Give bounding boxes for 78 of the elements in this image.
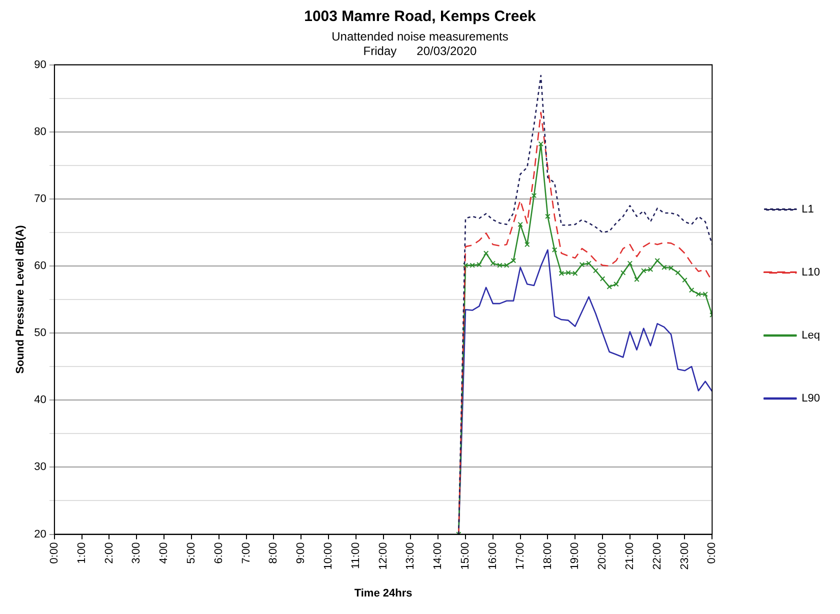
x-tick-label: 12:00 xyxy=(377,542,390,570)
x-tick-label: 16:00 xyxy=(486,542,499,570)
x-tick-label: 7:00 xyxy=(240,542,252,564)
x-tick-label: 21:00 xyxy=(624,542,636,570)
point xyxy=(586,260,592,266)
point xyxy=(579,262,585,268)
point xyxy=(682,277,688,283)
x-axis-title: Time 24hrs xyxy=(354,587,412,600)
x-tick-label: 6:00 xyxy=(212,542,225,564)
legend-label: L1 xyxy=(802,204,814,216)
point xyxy=(545,214,550,219)
point xyxy=(641,268,646,274)
point xyxy=(497,262,502,268)
x-tick-label: 22:00 xyxy=(651,542,664,570)
y-tick-label: 60 xyxy=(34,260,46,272)
point xyxy=(483,250,489,256)
x-tick-label: 3:00 xyxy=(130,542,143,564)
point xyxy=(675,270,681,276)
x-tick-label: 18:00 xyxy=(542,542,554,570)
x-tick-label: 0:00 xyxy=(48,542,60,564)
point xyxy=(688,288,694,293)
point xyxy=(662,264,667,270)
point xyxy=(531,192,537,198)
point xyxy=(510,258,516,264)
x-tick-label: 9:00 xyxy=(295,542,308,564)
legend-label: L10 xyxy=(802,266,820,279)
x-tick-label: 8:00 xyxy=(268,542,280,564)
x-tick-label: 4:00 xyxy=(158,542,170,564)
x-tick-label: 19:00 xyxy=(569,542,582,570)
x-tick-label: 5:00 xyxy=(185,542,198,564)
chart-title: 1003 Mamre Road, Kemps Creek xyxy=(304,8,537,26)
point xyxy=(504,262,510,268)
x-tick-label: 13:00 xyxy=(404,542,417,570)
point xyxy=(654,258,660,264)
x-tick-label: 10:00 xyxy=(322,542,335,570)
point xyxy=(518,222,523,228)
point xyxy=(558,270,564,276)
point xyxy=(634,276,640,282)
point xyxy=(470,262,475,268)
x-tick-label: 20:00 xyxy=(596,542,609,570)
point xyxy=(593,268,598,274)
y-tick-label: 90 xyxy=(34,58,46,71)
point xyxy=(627,260,633,266)
x-tick-label: 15:00 xyxy=(460,542,472,570)
point xyxy=(606,284,612,290)
point xyxy=(600,276,606,282)
x-tick-label: 11:00 xyxy=(350,542,362,569)
y-tick-label: 30 xyxy=(34,461,46,474)
point xyxy=(462,262,468,268)
legend-label: L90 xyxy=(802,392,820,405)
point xyxy=(490,260,496,266)
x-tick-label: 1:00 xyxy=(76,542,88,564)
x-tick-label: 23:00 xyxy=(678,542,691,570)
point xyxy=(552,247,558,253)
point xyxy=(566,270,571,276)
text: Friday 20/03/2020 xyxy=(363,44,478,58)
legend-label: Leq xyxy=(802,330,820,342)
point xyxy=(668,265,674,271)
point xyxy=(696,292,702,297)
y-axis-title: Sound Pressure Level dB(A) xyxy=(14,224,27,374)
x-tick-label: 17:00 xyxy=(514,542,526,570)
point xyxy=(614,281,619,287)
chart-subtitle: Unattended noise measurements xyxy=(332,30,508,44)
y-tick-label: 40 xyxy=(34,394,46,406)
point xyxy=(538,141,544,147)
point xyxy=(572,270,578,276)
y-tick-label: 50 xyxy=(34,327,46,340)
point xyxy=(620,270,626,276)
x-tick-label: 0:00 xyxy=(706,542,718,564)
point xyxy=(476,262,482,268)
x-tick-label: 2:00 xyxy=(103,542,116,564)
point xyxy=(702,292,708,297)
point xyxy=(524,242,530,248)
y-tick-label: 70 xyxy=(34,192,46,205)
point xyxy=(648,266,654,272)
x-tick-label: 14:00 xyxy=(432,542,444,570)
y-tick-label: 20 xyxy=(34,528,46,540)
y-tick-label: 80 xyxy=(34,126,46,138)
